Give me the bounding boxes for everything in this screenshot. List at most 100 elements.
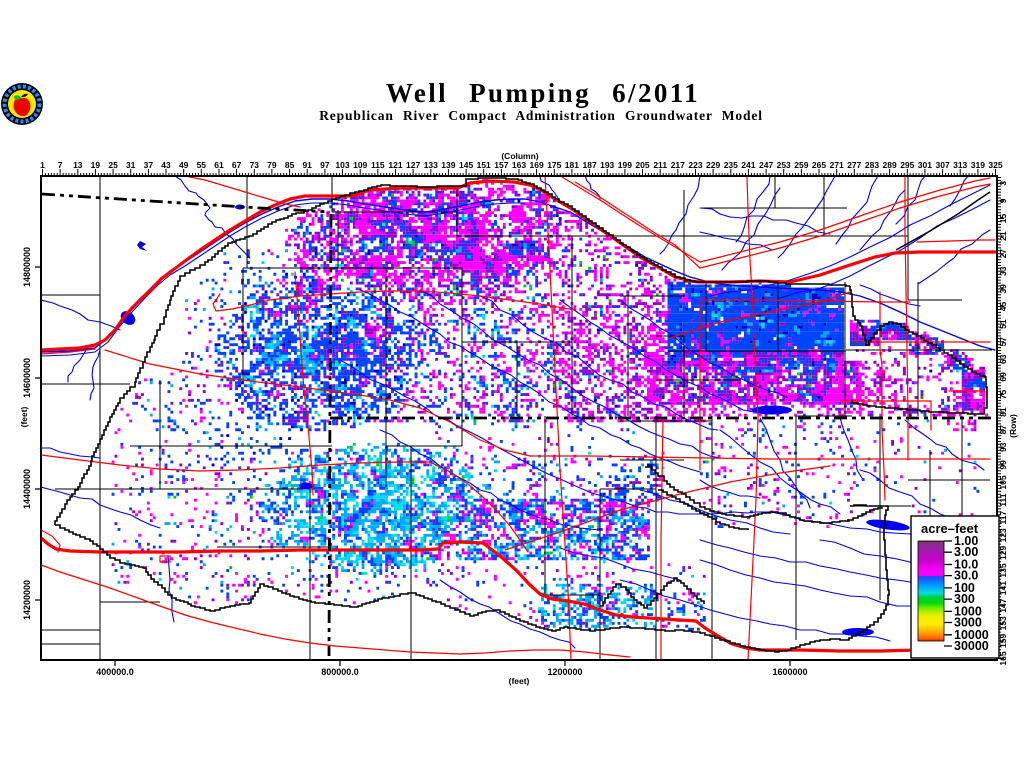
svg-text:25: 25 <box>108 160 118 170</box>
svg-text:123: 123 <box>998 528 1008 542</box>
svg-text:229: 229 <box>706 160 720 170</box>
svg-text:30000: 30000 <box>954 639 989 653</box>
svg-text:163: 163 <box>512 160 526 170</box>
svg-text:51: 51 <box>998 319 1008 329</box>
svg-text:283: 283 <box>865 160 879 170</box>
svg-text:277: 277 <box>847 160 861 170</box>
svg-text:175: 175 <box>547 160 561 170</box>
svg-text:169: 169 <box>530 160 544 170</box>
svg-text:117: 117 <box>998 511 1008 525</box>
svg-text:(Column): (Column) <box>501 151 538 161</box>
svg-text:87: 87 <box>998 425 1008 435</box>
svg-text:265: 265 <box>812 160 826 170</box>
svg-text:105: 105 <box>998 475 1008 489</box>
svg-text:1000: 1000 <box>954 604 982 618</box>
svg-text:121: 121 <box>388 160 402 170</box>
svg-text:(Row): (Row) <box>1008 414 1018 438</box>
svg-text:211: 211 <box>653 160 667 170</box>
svg-text:(feet): (feet) <box>509 676 530 686</box>
svg-text:223: 223 <box>688 160 702 170</box>
svg-text:61: 61 <box>214 160 224 170</box>
svg-text:1: 1 <box>40 160 45 170</box>
svg-text:127: 127 <box>406 160 420 170</box>
svg-text:73: 73 <box>250 160 260 170</box>
svg-text:45: 45 <box>998 302 1008 312</box>
svg-text:97: 97 <box>320 160 330 170</box>
svg-text:14800000: 14800000 <box>22 247 32 287</box>
svg-text:325: 325 <box>988 160 1002 170</box>
svg-text:187: 187 <box>583 160 597 170</box>
svg-text:85: 85 <box>285 160 295 170</box>
svg-text:103: 103 <box>335 160 349 170</box>
svg-text:43: 43 <box>161 160 171 170</box>
svg-text:(feet): (feet) <box>19 406 29 427</box>
svg-text:135: 135 <box>998 563 1008 577</box>
svg-text:193: 193 <box>600 160 614 170</box>
svg-text:165: 165 <box>998 651 1008 665</box>
svg-text:129: 129 <box>998 546 1008 560</box>
svg-text:151: 151 <box>477 160 491 170</box>
svg-text:9: 9 <box>998 198 1008 203</box>
svg-text:253: 253 <box>777 160 791 170</box>
svg-text:3.00: 3.00 <box>954 545 978 559</box>
svg-text:400000.0: 400000.0 <box>96 667 134 677</box>
svg-text:1600000: 1600000 <box>772 667 807 677</box>
svg-text:301: 301 <box>918 160 932 170</box>
svg-text:199: 199 <box>618 160 632 170</box>
svg-text:217: 217 <box>671 160 685 170</box>
svg-text:147: 147 <box>998 598 1008 612</box>
svg-text:319: 319 <box>971 160 985 170</box>
svg-text:313: 313 <box>953 160 967 170</box>
svg-text:93: 93 <box>998 442 1008 452</box>
svg-text:271: 271 <box>830 160 844 170</box>
svg-text:153: 153 <box>998 616 1008 630</box>
svg-text:14200000: 14200000 <box>22 580 32 620</box>
svg-text:67: 67 <box>232 160 242 170</box>
svg-text:3000: 3000 <box>954 616 982 630</box>
svg-text:81: 81 <box>998 407 1008 417</box>
svg-text:289: 289 <box>883 160 897 170</box>
svg-text:37: 37 <box>144 160 154 170</box>
svg-text:115: 115 <box>371 160 385 170</box>
svg-text:55: 55 <box>197 160 207 170</box>
svg-text:1.00: 1.00 <box>954 534 978 548</box>
svg-text:300: 300 <box>954 592 975 606</box>
svg-text:14600000: 14600000 <box>22 358 32 398</box>
svg-text:307: 307 <box>936 160 950 170</box>
svg-text:1200000: 1200000 <box>547 667 582 677</box>
svg-text:49: 49 <box>179 160 189 170</box>
svg-text:100: 100 <box>954 581 975 595</box>
svg-text:63: 63 <box>998 354 1008 364</box>
svg-text:3: 3 <box>998 181 1008 186</box>
svg-text:15: 15 <box>998 214 1008 224</box>
svg-text:141: 141 <box>998 581 1008 595</box>
svg-text:21: 21 <box>998 231 1008 241</box>
svg-text:19: 19 <box>91 160 101 170</box>
svg-text:27: 27 <box>998 249 1008 259</box>
svg-text:69: 69 <box>998 372 1008 382</box>
svg-text:133: 133 <box>424 160 438 170</box>
svg-text:57: 57 <box>998 337 1008 347</box>
svg-text:31: 31 <box>126 160 136 170</box>
svg-text:241: 241 <box>741 160 755 170</box>
svg-text:259: 259 <box>794 160 808 170</box>
svg-text:157: 157 <box>494 160 508 170</box>
svg-text:800000.0: 800000.0 <box>321 667 359 677</box>
svg-text:111: 111 <box>998 493 1008 507</box>
svg-text:10000: 10000 <box>954 628 989 642</box>
svg-text:247: 247 <box>759 160 773 170</box>
svg-text:181: 181 <box>565 160 579 170</box>
svg-text:39: 39 <box>998 284 1008 294</box>
svg-text:205: 205 <box>635 160 649 170</box>
svg-text:14400000: 14400000 <box>22 469 32 509</box>
svg-text:7: 7 <box>58 160 63 170</box>
svg-text:33: 33 <box>998 266 1008 276</box>
svg-text:139: 139 <box>441 160 455 170</box>
svg-text:13: 13 <box>73 160 83 170</box>
svg-text:295: 295 <box>900 160 914 170</box>
svg-text:235: 235 <box>724 160 738 170</box>
svg-text:109: 109 <box>353 160 367 170</box>
svg-text:acre–feet: acre–feet <box>921 521 979 536</box>
svg-text:30.0: 30.0 <box>954 569 978 583</box>
svg-text:99: 99 <box>998 460 1008 470</box>
